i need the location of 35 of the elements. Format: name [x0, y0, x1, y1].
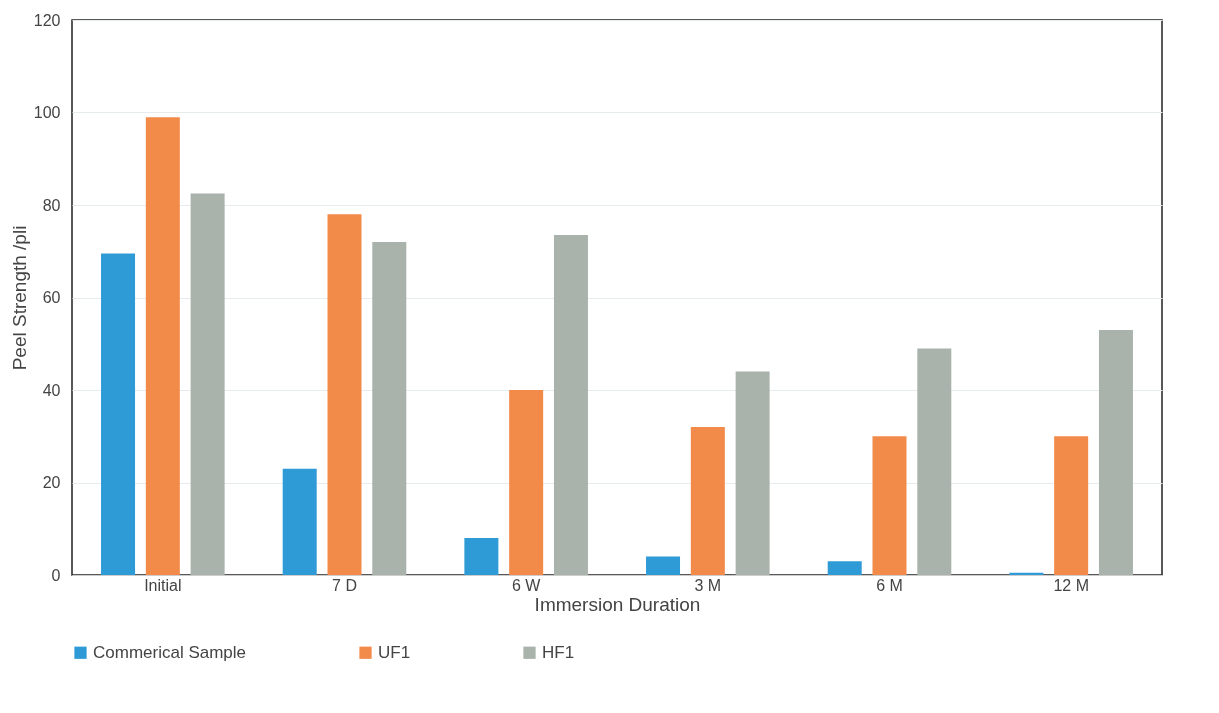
bar [553, 235, 588, 575]
bar [646, 556, 681, 575]
x-tick-label: 6 W [511, 576, 542, 594]
x-tick-label: 7 D [332, 576, 357, 594]
bar [1054, 436, 1089, 575]
y-tick-label: 120 [33, 11, 61, 29]
y-tick-label: 40 [42, 381, 61, 399]
x-tick-label: Initial [144, 576, 182, 594]
legend-label: HF1 [542, 642, 575, 662]
bar [190, 193, 225, 575]
x-tick-label: 3 M [694, 576, 722, 594]
bar [464, 538, 499, 575]
x-axis-title: Immersion Duration [534, 593, 701, 615]
bar [735, 371, 770, 575]
bar [827, 561, 862, 575]
y-axis-title: Peel Strength /pli [8, 225, 30, 371]
y-tick-label: 100 [33, 104, 61, 121]
y-tick-label: 20 [42, 474, 61, 491]
legend-label: Commerical Sample [93, 642, 247, 662]
y-tick-label: 60 [42, 289, 61, 306]
y-tick-label: 0 [51, 566, 61, 584]
bar [327, 214, 362, 575]
bar [917, 348, 952, 575]
legend-label: UF1 [378, 642, 411, 662]
bar [509, 390, 544, 575]
bar [1098, 329, 1133, 575]
y-tick-label: 80 [42, 196, 61, 214]
bar [101, 253, 136, 575]
x-tick-label: 6 M [876, 576, 903, 594]
bar [372, 242, 407, 575]
bar [872, 436, 907, 575]
bar [145, 117, 180, 575]
x-tick-label: 12 M [1053, 576, 1089, 594]
bar [282, 468, 317, 575]
bar [690, 427, 725, 575]
